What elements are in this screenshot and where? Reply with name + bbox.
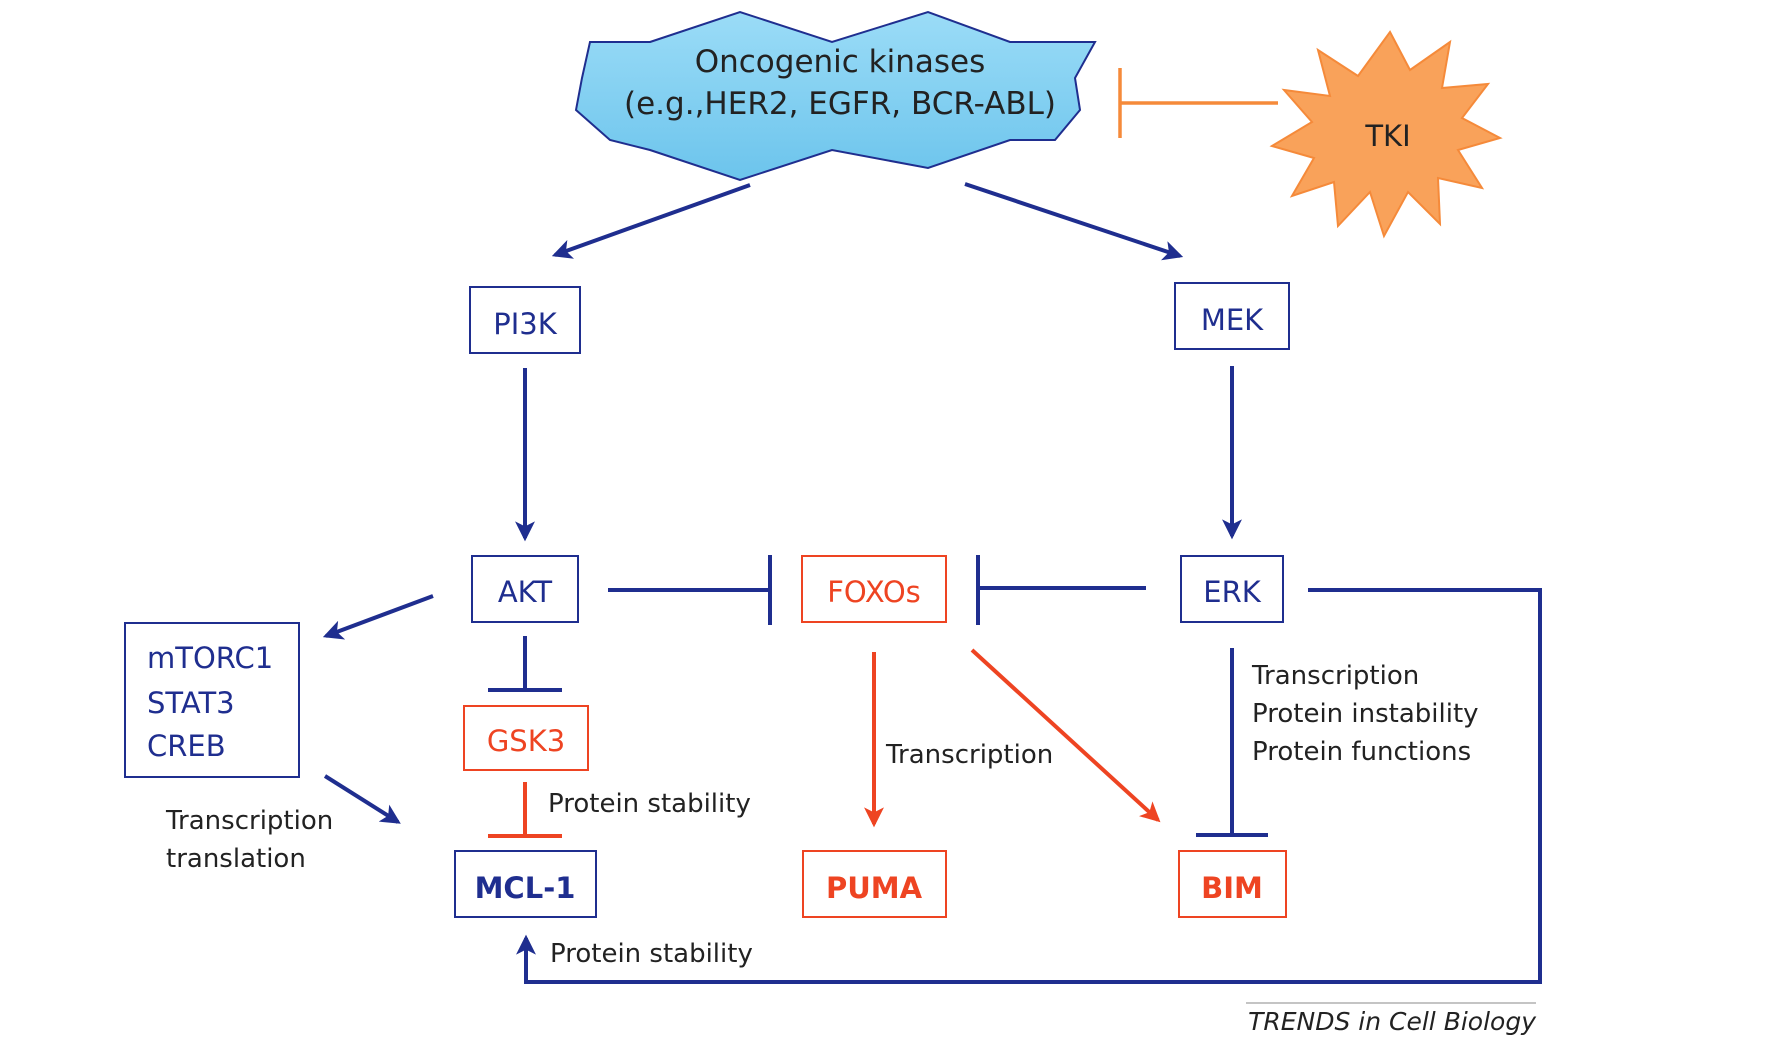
erk-protein-stability-label: Protein stability — [550, 939, 753, 969]
mcl1-node: MCL-1 — [454, 850, 597, 918]
arrow-foxos-to-bim — [970, 648, 1161, 823]
oncogenic-kinases-shape — [574, 10, 1097, 182]
pi3k-label: PI3K — [493, 307, 557, 341]
creb-label: CREB — [147, 729, 226, 763]
pi3k-node: PI3K — [469, 286, 581, 354]
erk-effect-label-2: Protein instability — [1252, 699, 1479, 729]
transcription-translation-label-1: Transcription — [165, 806, 333, 836]
mek-label: MEK — [1201, 303, 1264, 337]
gsk3-label: GSK3 — [487, 724, 565, 758]
gsk3-protein-stability-label: Protein stability — [548, 789, 751, 819]
oncogenic-kinases-examples: (e.g.,HER2, EGFR, BCR-ABL) — [624, 86, 1056, 122]
foxos-node: FOXOs — [801, 555, 947, 623]
tki-label: TKI — [1364, 119, 1410, 153]
arrow-kinases-to-mek — [964, 182, 1184, 261]
akt-inhibits-gsk3 — [488, 636, 562, 692]
stat3-label: STAT3 — [147, 686, 235, 720]
erk-inhibits-foxos — [976, 555, 1146, 625]
gsk3-inhibits-mcl1 — [488, 782, 562, 838]
bim-node: BIM — [1178, 850, 1287, 918]
erk-effect-label-1: Transcription — [1251, 661, 1419, 691]
puma-label: PUMA — [826, 871, 923, 905]
akt-inhibits-foxos — [608, 555, 772, 625]
akt-label: AKT — [498, 575, 553, 609]
puma-node: PUMA — [802, 850, 947, 918]
mtorc1-stat3-creb-node: mTORC1 STAT3 CREB — [124, 622, 300, 778]
erk-node: ERK — [1180, 555, 1284, 623]
arrow-mtorc1-to-mcl1 — [323, 774, 401, 824]
erk-inhibits-bim — [1196, 648, 1268, 837]
tki-inhibits-kinases — [1118, 68, 1278, 138]
mtorc1-label: mTORC1 — [147, 641, 273, 675]
credit-label: TRENDS in Cell Biology — [1248, 1007, 1537, 1036]
arrow-akt-to-mtorc1 — [322, 594, 434, 640]
oncogenic-kinases-node: Oncogenic kinases (e.g.,HER2, EGFR, BCR-… — [574, 10, 1097, 182]
arrow-erk-to-mcl1 — [516, 588, 1542, 984]
transcription-translation-label-2: translation — [166, 844, 306, 874]
foxo-transcription-label: Transcription — [885, 740, 1053, 770]
erk-label: ERK — [1203, 575, 1261, 609]
akt-node: AKT — [471, 555, 579, 623]
erk-effect-label-3: Protein functions — [1252, 737, 1471, 767]
tki-node: TKI — [1269, 30, 1503, 239]
bim-label: BIM — [1201, 871, 1263, 905]
gsk3-node: GSK3 — [463, 705, 589, 771]
mek-node: MEK — [1174, 282, 1290, 350]
arrow-kinases-to-pi3k — [551, 183, 751, 259]
credit-label-italic: TRENDS — [1248, 1007, 1350, 1036]
oncogenic-kinases-label: Oncogenic kinases — [695, 44, 986, 80]
tki-starburst-icon — [1269, 30, 1503, 239]
credit-label-rest: in Cell Biology — [1350, 1007, 1537, 1036]
mcl1-label: MCL-1 — [475, 871, 576, 905]
foxos-label: FOXOs — [827, 575, 921, 609]
